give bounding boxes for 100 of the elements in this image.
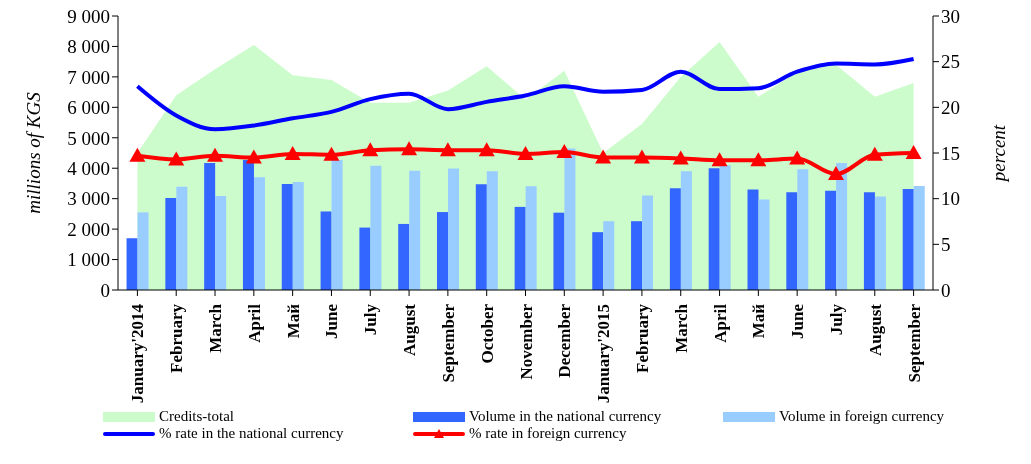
bar	[253, 177, 265, 290]
y-tick-label: 0	[100, 279, 110, 301]
y2-tick-label: 10	[941, 188, 960, 210]
y2-tick-label: 20	[941, 97, 960, 119]
point	[168, 151, 185, 166]
x-tick-label: July	[826, 303, 846, 336]
y-tick-label: 7 000	[67, 66, 110, 88]
y-tick-label: 6 000	[67, 97, 110, 119]
y-tick-label: 5 000	[67, 127, 110, 149]
point	[905, 145, 922, 159]
point	[556, 144, 573, 159]
legend-label: Credits-total	[159, 408, 234, 425]
y-axis-title: millions of KGS	[22, 91, 44, 214]
y2-axis-title: percent	[987, 124, 1009, 184]
bar	[437, 212, 449, 290]
bar	[719, 165, 731, 290]
point	[439, 142, 456, 157]
x-tick-label: June	[788, 303, 808, 339]
y-tick-label: 3 000	[67, 188, 110, 210]
x-tick-label: December	[555, 303, 575, 378]
x-tick-label: February	[167, 303, 187, 373]
bar	[320, 211, 332, 290]
point	[750, 152, 767, 167]
x-tick-label: April	[710, 303, 730, 343]
y2-tick-label: 30	[941, 5, 960, 27]
point	[284, 145, 301, 160]
bar	[126, 238, 138, 290]
y-tick-label: 9 000	[67, 5, 110, 27]
bar	[359, 227, 371, 290]
bar	[669, 188, 681, 290]
bar	[797, 169, 809, 290]
bar	[398, 223, 410, 290]
point	[478, 142, 495, 157]
x-tick-label: Май	[283, 303, 303, 339]
x-tick-label: January'2014	[128, 303, 148, 404]
x-tick-label: April	[244, 303, 264, 343]
x-tick-label: January'2015	[594, 304, 614, 404]
point	[207, 147, 224, 162]
bar	[514, 206, 526, 290]
bar	[292, 181, 304, 290]
y-tick-label: 1 000	[67, 249, 110, 271]
x-tick-label: June	[322, 303, 342, 339]
bar	[680, 171, 692, 290]
bar	[215, 195, 227, 290]
x-tick-label: November	[516, 303, 536, 380]
bar	[409, 170, 421, 290]
bar	[564, 148, 576, 290]
y2-tick-label: 0	[941, 279, 951, 301]
point	[633, 149, 650, 164]
point	[789, 150, 806, 165]
y-tick-label: 4 000	[67, 157, 110, 179]
x-tick-label: August	[865, 303, 885, 356]
y2-tick-label: 15	[941, 142, 960, 164]
bar	[475, 184, 487, 290]
bar	[242, 160, 254, 290]
bar	[165, 198, 177, 290]
bar	[370, 165, 382, 290]
point	[595, 149, 612, 164]
line-series	[135, 56, 916, 132]
x-tick-label: October	[477, 303, 497, 364]
bar	[747, 189, 759, 290]
bar	[913, 185, 925, 290]
bar	[863, 192, 875, 290]
point	[129, 147, 146, 162]
point	[827, 166, 844, 181]
x-tick-label: September	[904, 303, 924, 383]
point	[362, 142, 379, 157]
x-tick-label: July	[361, 303, 381, 336]
x-tick-label: March	[206, 303, 226, 353]
x-tick-label: August	[400, 303, 420, 356]
point	[245, 149, 262, 164]
bar	[137, 212, 149, 290]
x-tick-label: February	[632, 303, 652, 373]
bar	[281, 184, 293, 290]
x-tick-label: September	[438, 303, 458, 383]
y-tick-label: 8 000	[67, 36, 110, 58]
bar	[176, 186, 188, 290]
point	[323, 146, 340, 161]
bar	[331, 160, 343, 290]
bar	[708, 168, 720, 290]
bar	[836, 163, 848, 290]
bar	[448, 168, 460, 290]
bar	[902, 188, 914, 290]
bar	[642, 195, 654, 290]
legend-label: % rate in the national currency	[159, 425, 344, 442]
bar	[525, 186, 537, 290]
x-tick-label: Май	[749, 303, 769, 339]
point	[711, 152, 728, 167]
point	[517, 145, 534, 160]
legend-label: Volume in the national currency	[469, 408, 662, 425]
bar	[786, 192, 798, 290]
point	[866, 146, 883, 161]
x-tick-label: March	[671, 303, 691, 353]
point	[401, 141, 418, 156]
legend-label: % rate in foreign currency	[469, 425, 627, 442]
y-tick-label: 2 000	[67, 218, 110, 240]
bar	[758, 199, 770, 290]
bar	[486, 171, 498, 290]
bar	[592, 232, 604, 290]
bar	[825, 190, 837, 290]
